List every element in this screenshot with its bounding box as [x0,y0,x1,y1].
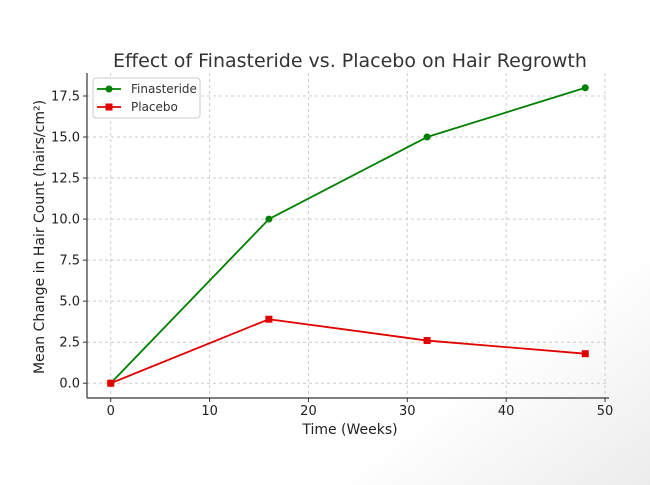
x-tick-label-5: 50 [597,404,614,419]
y-tick-label-1: 2.5 [59,336,80,351]
y-tick-label-2: 5.0 [59,295,80,310]
legend-marker-finasteride [105,85,113,93]
x-tick-label-2: 20 [300,404,317,419]
legend-frame [92,77,201,119]
x-axis-label: Time (Weeks) [301,422,397,438]
legend-marker-placebo [105,103,113,111]
chart-title: Effect of Finasteride vs. Placebo on Hai… [113,50,587,72]
x-tick-label-4: 40 [498,404,515,419]
y-tick-label-7: 17.5 [51,89,80,104]
y-tick-label-0: 0.0 [59,377,80,392]
y-tick-label-3: 7.5 [59,254,80,269]
data-point-placebo-3 [581,350,589,358]
legend-label-placebo: Placebo [131,100,178,114]
data-series [107,84,589,387]
axis-ticks: 0 10 20 30 40 50 0.0 2.5 5.0 7.5 10.0 12.5 15.0 17.5 [51,89,613,419]
x-tick-label-1: 10 [201,404,218,419]
data-point-placebo-2 [423,337,431,345]
legend: Finasteride Placebo [92,77,201,119]
data-point-placebo-1 [265,315,273,323]
axes-spines [86,73,609,399]
series-line-finasteride [110,86,586,384]
data-point-finasteride-1 [265,215,273,223]
x-tick-label-0: 0 [107,404,115,419]
grid [87,73,609,398]
y-tick-label-5: 12.5 [51,172,80,187]
y-tick-label-4: 10.0 [51,213,80,228]
legend-label-finasteride: Finasteride [131,82,197,96]
data-point-placebo-0 [107,379,115,387]
series-line-placebo [110,318,586,385]
data-point-finasteride-2 [423,133,431,141]
data-point-finasteride-3 [581,84,589,92]
y-tick-label-6: 15.0 [51,131,80,146]
y-axis-label: Mean Change in Hair Count (hairs/cm²) [32,100,48,374]
x-tick-label-3: 30 [399,404,416,419]
